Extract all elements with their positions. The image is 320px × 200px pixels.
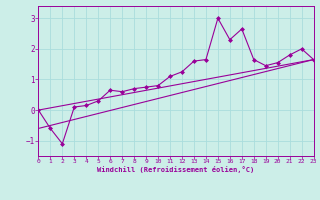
- X-axis label: Windchill (Refroidissement éolien,°C): Windchill (Refroidissement éolien,°C): [97, 166, 255, 173]
